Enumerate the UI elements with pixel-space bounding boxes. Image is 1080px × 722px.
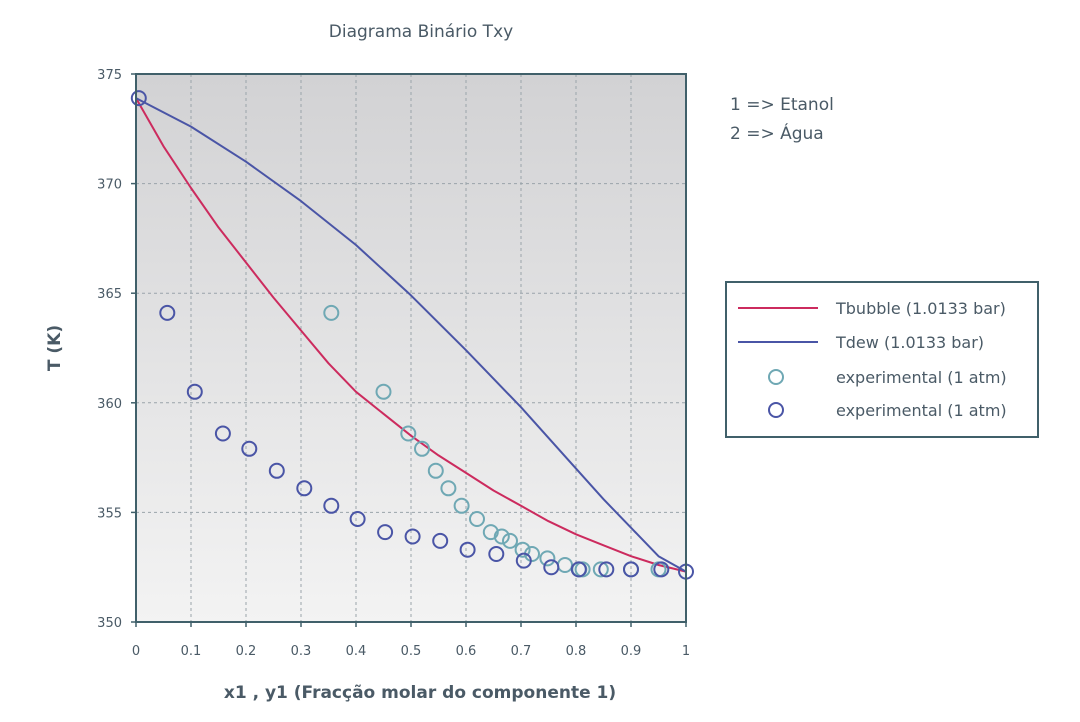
tbubble-curve — [135, 97, 687, 573]
component-note-1: 1 => Etanol — [730, 95, 834, 115]
y-tick-label: 365 — [97, 287, 122, 302]
experimental-vapour-point — [623, 561, 639, 578]
x-axis: 0 0.1 0.2 0.3 0.4 0.5 0.6 0.7 0.8 0.9 1 — [132, 622, 690, 659]
plot-frame — [135, 73, 687, 623]
experimental-vapour-point — [488, 546, 505, 562]
x-tick-label: 0.7 — [511, 644, 532, 659]
x-tick-label: 0.6 — [456, 644, 477, 659]
x-tick-label: 0.2 — [236, 644, 257, 659]
experimental-vapour-point — [404, 528, 421, 545]
experimental-liquid-point — [323, 304, 340, 321]
experimental-vapour-point — [515, 552, 532, 569]
experimental-liquid-point — [539, 550, 556, 567]
legend-marker-experimental-vapour — [768, 402, 784, 418]
x-axis-label: x1 , y1 (Fracção molar do componente 1) — [224, 683, 616, 703]
experimental-liquid-point — [453, 497, 470, 514]
experimental-liquid-point — [514, 541, 531, 558]
plot-area — [136, 74, 686, 622]
experimental-liquid-point — [592, 561, 609, 578]
x-tick-label: 0.4 — [346, 644, 367, 659]
experimental-vapour-point — [377, 524, 394, 541]
y-tick-label: 355 — [97, 506, 122, 521]
experimental-vapour-point — [570, 561, 587, 578]
experimental-vapour-point — [349, 511, 366, 527]
x-tick-label: 0.3 — [291, 644, 312, 659]
tdew-curve — [135, 97, 687, 573]
experimental-vapour-point — [186, 383, 203, 400]
experimental-liquid-point — [502, 532, 518, 549]
experimental-vapour-point — [432, 532, 449, 549]
x-tick-label: 0.1 — [181, 644, 202, 659]
x-tick-label: 0.8 — [566, 644, 587, 659]
experimental-liquid-point — [414, 440, 430, 457]
experimental-vapour-point — [268, 462, 285, 479]
y-axis: 350 355 360 365 370 375 — [97, 68, 136, 631]
experimental-vapour-point — [598, 561, 615, 578]
y-tick-label: 375 — [97, 68, 122, 83]
legend-label-tbubble: Tbubble (1.0133 bar) — [835, 299, 1006, 318]
experimental-vapour-point — [241, 440, 258, 457]
legend-label-tdew: Tdew (1.0133 bar) — [835, 333, 984, 352]
legend-marker-experimental-liquid — [768, 369, 784, 385]
experimental-vapour-point — [296, 480, 313, 497]
x-tick-label: 1 — [682, 644, 690, 659]
experimental-liquid-point — [427, 462, 444, 479]
legend: Tbubble (1.0133 bar) Tdew (1.0133 bar) e… — [725, 281, 1039, 438]
y-tick-label: 350 — [97, 616, 122, 631]
experimental-vapour-point — [653, 561, 670, 578]
legend-label-experimental-vapour: experimental (1 atm) — [836, 401, 1007, 420]
y-tick-label: 360 — [97, 397, 122, 412]
experimental-liquid-point — [440, 480, 457, 497]
experimental-vapour-point — [543, 559, 560, 576]
series-layer — [130, 90, 694, 580]
legend-label-experimental-liquid: experimental (1 atm) — [836, 368, 1007, 387]
experimental-liquid-point — [493, 528, 510, 545]
x-tick-label: 0.5 — [401, 644, 422, 659]
experimental-vapour-point — [459, 541, 476, 558]
chart-title: Diagrama Binário Txy — [329, 22, 513, 42]
experimental-liquid-point — [469, 511, 485, 527]
experimental-vapour-point — [159, 304, 176, 321]
experimental-vapour-point — [214, 425, 231, 442]
x-tick-label: 0.9 — [621, 644, 642, 659]
y-axis-label: T (K) — [45, 325, 65, 371]
experimental-liquid-point — [400, 425, 417, 442]
component-note-2: 2 => Água — [730, 122, 824, 144]
experimental-vapour-point — [130, 90, 147, 107]
y-tick-label: 370 — [97, 178, 122, 193]
experimental-vapour-point — [323, 497, 340, 514]
experimental-liquid-point — [375, 383, 392, 400]
experimental-liquid-point — [482, 524, 499, 541]
x-tick-label: 0 — [132, 644, 140, 659]
